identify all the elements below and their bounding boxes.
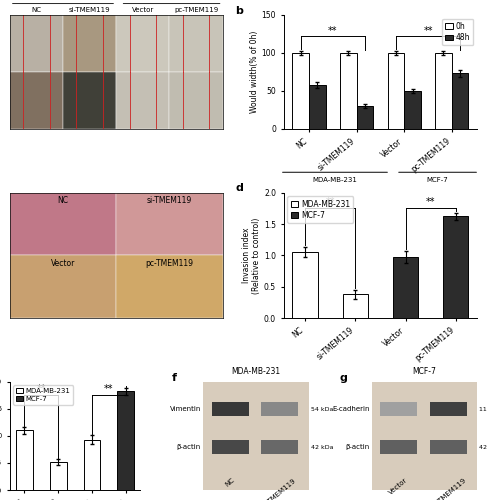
Text: 110 kDa: 110 kDa: [479, 407, 487, 412]
Bar: [116, 15, 169, 72]
Text: b: b: [235, 6, 243, 16]
Text: **: **: [325, 197, 335, 207]
Bar: [261, 402, 298, 416]
Bar: [393, 257, 418, 318]
Bar: [380, 402, 417, 416]
Bar: [116, 192, 223, 256]
Y-axis label: Would width(% of 0h): Would width(% of 0h): [250, 31, 259, 113]
Bar: [16, 430, 33, 490]
Text: **: **: [328, 26, 337, 36]
Text: **: **: [423, 26, 433, 36]
Text: d: d: [235, 182, 243, 192]
Bar: [169, 72, 223, 129]
Bar: [435, 53, 452, 129]
Bar: [10, 15, 63, 72]
Bar: [10, 192, 116, 256]
Bar: [10, 72, 63, 129]
Text: MCF-7: MCF-7: [412, 368, 436, 376]
Bar: [293, 53, 309, 129]
Text: NC: NC: [225, 477, 236, 488]
Bar: [50, 462, 67, 490]
Bar: [443, 216, 468, 318]
Text: Vector: Vector: [131, 6, 154, 12]
Y-axis label: Invasion index
(Relative to control): Invasion index (Relative to control): [242, 217, 261, 294]
Text: MDA-MB-231: MDA-MB-231: [38, 0, 88, 2]
Bar: [211, 440, 248, 454]
Bar: [356, 106, 374, 129]
Text: si-TMEM119: si-TMEM119: [262, 477, 298, 500]
Text: MCF-7: MCF-7: [160, 0, 184, 2]
Text: Vimentin: Vimentin: [169, 406, 201, 412]
Text: 42 kDa: 42 kDa: [479, 444, 487, 450]
Bar: [63, 72, 116, 129]
Bar: [261, 440, 298, 454]
Text: pc-TMEM119: pc-TMEM119: [146, 259, 193, 268]
Text: E-cadherin: E-cadherin: [332, 406, 370, 412]
Bar: [309, 85, 326, 129]
Text: **: **: [426, 197, 435, 207]
Bar: [388, 53, 404, 129]
Text: **: **: [37, 384, 46, 394]
Text: β-actin: β-actin: [177, 444, 201, 450]
Bar: [63, 15, 116, 72]
Text: g: g: [340, 373, 348, 383]
Text: NC: NC: [31, 6, 41, 12]
Bar: [293, 252, 318, 318]
Text: MCF-7: MCF-7: [427, 177, 449, 183]
Legend: 0h, 48h: 0h, 48h: [442, 19, 473, 45]
Text: MDA-MB-231: MDA-MB-231: [313, 177, 357, 183]
Text: f: f: [171, 373, 176, 383]
Text: si-TMEM119: si-TMEM119: [147, 196, 192, 205]
Bar: [169, 15, 223, 72]
Bar: [452, 74, 468, 129]
Text: Vector: Vector: [51, 259, 75, 268]
Bar: [340, 53, 356, 129]
Text: β-actin: β-actin: [345, 444, 370, 450]
Text: pc-TMEM119: pc-TMEM119: [430, 477, 467, 500]
Text: **: **: [104, 384, 114, 394]
Text: MDA-MB-231: MDA-MB-231: [231, 368, 281, 376]
Bar: [211, 402, 248, 416]
Bar: [430, 402, 467, 416]
Bar: [10, 256, 116, 318]
Bar: [430, 440, 467, 454]
Text: Vector: Vector: [388, 477, 409, 496]
Legend: MDA-MB-231, MCF-7: MDA-MB-231, MCF-7: [13, 385, 74, 405]
Bar: [380, 440, 417, 454]
Bar: [117, 392, 134, 490]
Text: pc-TMEM119: pc-TMEM119: [174, 6, 218, 12]
Text: 42 kDa: 42 kDa: [311, 444, 334, 450]
Text: si-TMEM119: si-TMEM119: [69, 6, 111, 12]
Legend: MDA-MB-231, MCF-7: MDA-MB-231, MCF-7: [287, 196, 354, 223]
Bar: [404, 91, 421, 129]
Text: 54 kDa: 54 kDa: [311, 407, 333, 412]
Bar: [84, 440, 100, 490]
Bar: [343, 294, 368, 318]
Bar: [116, 256, 223, 318]
Text: NC: NC: [57, 196, 69, 205]
Bar: [116, 72, 169, 129]
